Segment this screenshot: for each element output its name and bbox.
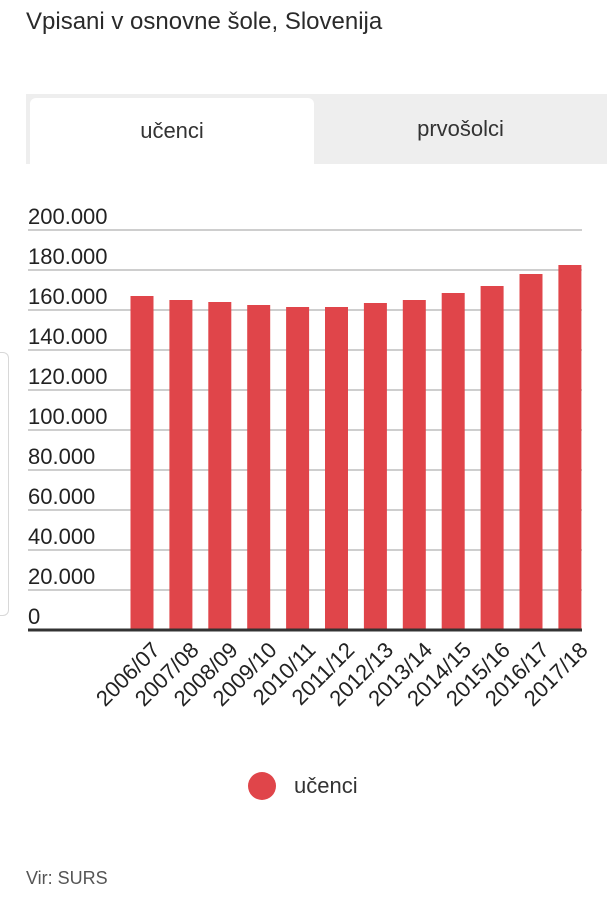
y-tick-label: 100.000 — [28, 404, 108, 429]
bar — [363, 303, 387, 630]
bar — [558, 265, 582, 630]
bar — [247, 305, 271, 630]
source-note: Vir: SURS — [26, 868, 108, 888]
bar — [208, 302, 232, 630]
scroll-handle[interactable] — [0, 352, 9, 616]
bar — [441, 293, 465, 630]
bar — [286, 307, 310, 630]
bar — [519, 274, 543, 630]
y-tick-label: 60.000 — [28, 484, 95, 509]
page-title: Vpisani v osnovne šole, Slovenija — [26, 8, 383, 35]
bar — [169, 300, 193, 630]
legend-label: učenci — [294, 773, 358, 798]
legend-dot — [248, 772, 276, 800]
y-tick-label: 200.000 — [28, 204, 108, 229]
y-tick-label: 160.000 — [28, 284, 108, 309]
y-tick-label: 20.000 — [28, 564, 95, 589]
tab-bar: učenci prvošolci — [26, 94, 607, 164]
bar-chart: 0 20.000 40.000 60.000 80.000 100.000 120.000 1… — [28, 204, 593, 711]
tab-ucenci[interactable]: učenci — [30, 98, 314, 164]
legend: učenci — [248, 772, 358, 800]
bar — [480, 286, 504, 630]
bar — [325, 307, 348, 630]
y-tick-label: 80.000 — [28, 444, 95, 469]
tab-prvosolci[interactable]: prvošolci — [417, 116, 504, 141]
bar — [402, 300, 426, 630]
bar — [130, 296, 154, 630]
y-tick-label: 140.000 — [28, 324, 108, 349]
y-tick-label: 40.000 — [28, 524, 95, 549]
y-tick-label: 120.000 — [28, 364, 108, 389]
y-tick-label: 180.000 — [28, 244, 108, 269]
y-tick-label: 0 — [28, 604, 40, 629]
